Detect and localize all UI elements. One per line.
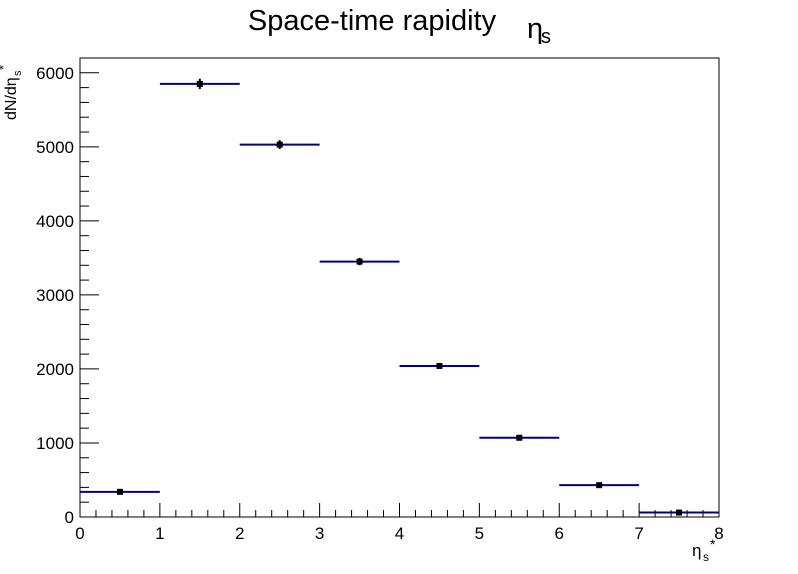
data-point <box>436 362 443 369</box>
data-point <box>516 434 523 441</box>
data-point <box>676 509 683 516</box>
data-point <box>116 488 123 495</box>
y-axis-label: dN/dη s * <box>0 65 24 120</box>
x-axis-label: η s * <box>692 536 716 564</box>
y-tick-label: 1000 <box>36 434 74 453</box>
y-axis-label-main: dN/dη <box>3 77 20 120</box>
chart-title-symbol-sub: s <box>541 26 551 48</box>
x-tick-label: 2 <box>235 524 244 543</box>
x-axis-label-sup: * <box>710 536 716 552</box>
x-tick-label: 7 <box>634 524 643 543</box>
data-point <box>356 258 363 265</box>
plot-frame <box>79 57 720 518</box>
y-axis-label-sub: s <box>12 70 24 76</box>
data-point <box>596 482 603 489</box>
data-series <box>80 78 719 516</box>
x-axis-label-symbol: η <box>692 541 701 560</box>
y-tick-label: 0 <box>65 508 74 527</box>
data-point <box>196 80 203 87</box>
x-axis: 0 1 2 3 4 5 6 7 8 <box>75 503 724 543</box>
x-tick-label: 3 <box>315 524 324 543</box>
y-tick-label: 6000 <box>36 64 74 83</box>
chart-title: Space-time rapidity <box>248 5 497 37</box>
y-axis-label-sup: * <box>0 65 11 70</box>
y-axis: 0 1000 2000 3000 4000 5000 6000 <box>36 57 99 527</box>
x-tick-label: 6 <box>555 524 564 543</box>
y-tick-label: 5000 <box>36 138 74 157</box>
x-tick-label: 4 <box>395 524 404 543</box>
y-tick-label: 3000 <box>36 286 74 305</box>
x-tick-label: 1 <box>155 524 164 543</box>
y-tick-label: 2000 <box>36 360 74 379</box>
x-axis-label-sub: s <box>703 550 709 564</box>
chart-title-symbol: η <box>527 13 543 45</box>
data-point <box>276 141 283 148</box>
y-tick-label: 4000 <box>36 212 74 231</box>
x-tick-label: 0 <box>75 524 84 543</box>
x-tick-label: 5 <box>475 524 484 543</box>
x-tick-label: 8 <box>714 524 723 543</box>
